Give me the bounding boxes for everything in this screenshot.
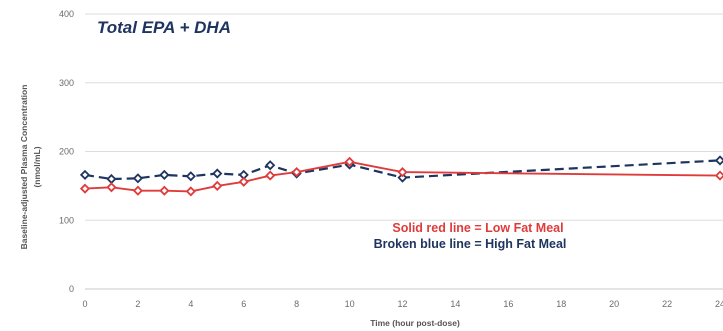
x-tick-label: 10 [345,299,355,309]
data-point-low-fat-meal [132,185,143,196]
data-point-high-fat-meal [397,172,408,183]
x-tick-label: 2 [135,299,140,309]
data-point-high-fat-meal [185,171,196,182]
data-point-high-fat-meal [132,173,143,184]
data-point-low-fat-meal [344,156,355,167]
y-axis-title: Baseline-adjusted Plasma Concentration [19,85,29,250]
data-point-high-fat-meal [159,169,170,180]
x-tick-label: 14 [450,299,460,309]
data-point-low-fat-meal [79,183,91,194]
chart-title: Total EPA + DHA [97,18,231,37]
x-tick-label: 8 [294,299,299,309]
x-tick-label: 20 [609,299,619,309]
data-point-high-fat-meal [265,160,276,171]
y-axis-unit: (nmol/mL) [32,146,42,187]
y-tick-label: 100 [59,215,74,225]
y-tick-labels: 0 100 200 300 400 [59,9,74,294]
data-point-low-fat-meal [212,180,223,191]
series-markers [79,155,723,197]
x-tick-label: 6 [241,299,246,309]
data-point-low-fat-meal [106,182,117,193]
x-tick-label: 12 [397,299,407,309]
data-point-high-fat-meal [106,173,117,185]
x-tick-label: 16 [503,299,513,309]
data-point-high-fat-meal [714,155,723,166]
data-point-low-fat-meal [714,170,723,181]
data-point-low-fat-meal [238,176,249,187]
x-tick-label: 4 [188,299,193,309]
data-point-low-fat-meal [185,186,196,197]
x-axis-title: Time (hour post-dose) [370,318,460,328]
y-tick-label: 400 [59,9,74,19]
legend-note-high-fat: Broken blue line = High Fat Meal [374,237,567,251]
y-tick-label: 200 [59,147,74,157]
x-tick-labels: 0 2 4 6 8 10 12 14 16 18 20 22 24 [82,299,723,309]
grid-lines [85,13,723,221]
y-tick-label: 0 [69,284,74,294]
data-point-low-fat-meal [397,167,408,178]
data-point-high-fat-meal [79,169,91,180]
data-point-low-fat-meal [291,167,302,178]
data-point-low-fat-meal [159,185,170,196]
x-tick-label: 18 [556,299,566,309]
x-tick-label: 24 [715,299,723,309]
data-point-high-fat-meal [212,168,223,179]
legend-note-low-fat: Solid red line = Low Fat Meal [392,221,563,235]
x-tick-label: 22 [662,299,672,309]
x-tick-label: 0 [82,299,87,309]
data-point-low-fat-meal [265,170,276,181]
y-tick-label: 300 [59,78,74,88]
